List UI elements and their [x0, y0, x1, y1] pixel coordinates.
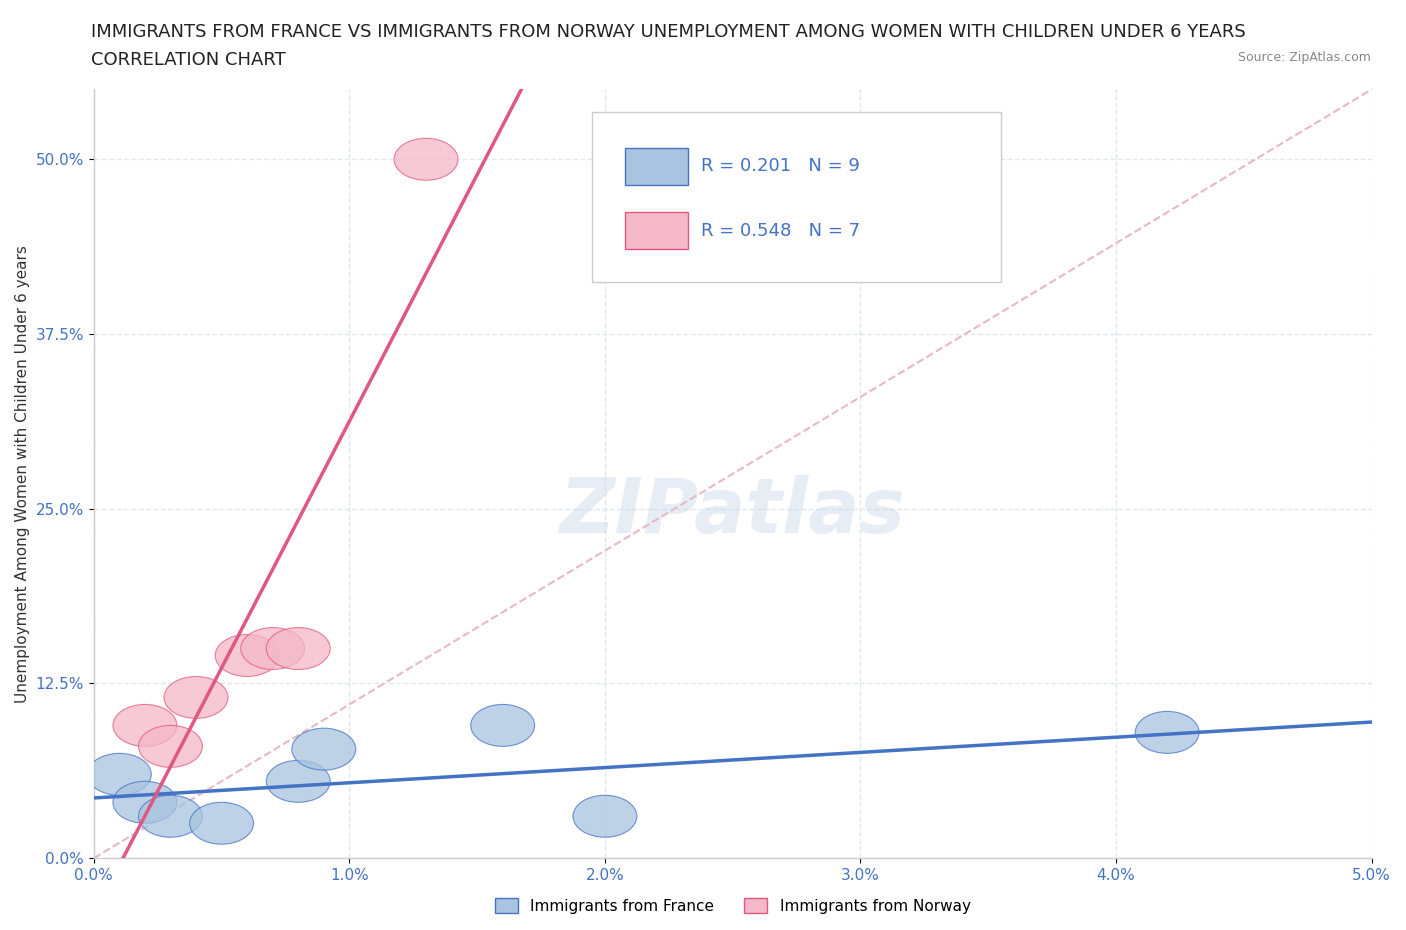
Ellipse shape: [139, 795, 202, 837]
Ellipse shape: [394, 139, 458, 180]
Text: CORRELATION CHART: CORRELATION CHART: [91, 51, 287, 69]
Text: R = 0.548   N = 7: R = 0.548 N = 7: [700, 222, 860, 240]
Y-axis label: Unemployment Among Women with Children Under 6 years: Unemployment Among Women with Children U…: [15, 245, 30, 703]
FancyBboxPatch shape: [592, 113, 1001, 282]
Ellipse shape: [240, 628, 305, 670]
FancyBboxPatch shape: [626, 148, 688, 185]
Ellipse shape: [292, 728, 356, 770]
Text: R = 0.201   N = 9: R = 0.201 N = 9: [700, 157, 859, 175]
Ellipse shape: [139, 725, 202, 767]
Ellipse shape: [471, 704, 534, 747]
Ellipse shape: [87, 753, 152, 795]
Legend: Immigrants from France, Immigrants from Norway: Immigrants from France, Immigrants from …: [489, 892, 977, 920]
Ellipse shape: [574, 795, 637, 837]
FancyBboxPatch shape: [626, 212, 688, 249]
Text: ZIPatlas: ZIPatlas: [560, 475, 905, 550]
Ellipse shape: [266, 628, 330, 670]
Ellipse shape: [190, 803, 253, 844]
Ellipse shape: [112, 781, 177, 823]
Ellipse shape: [266, 761, 330, 803]
Text: Source: ZipAtlas.com: Source: ZipAtlas.com: [1237, 51, 1371, 64]
Ellipse shape: [215, 634, 278, 676]
Text: IMMIGRANTS FROM FRANCE VS IMMIGRANTS FROM NORWAY UNEMPLOYMENT AMONG WOMEN WITH C: IMMIGRANTS FROM FRANCE VS IMMIGRANTS FRO…: [91, 23, 1246, 41]
Ellipse shape: [165, 676, 228, 718]
Ellipse shape: [112, 704, 177, 747]
Ellipse shape: [1135, 711, 1199, 753]
